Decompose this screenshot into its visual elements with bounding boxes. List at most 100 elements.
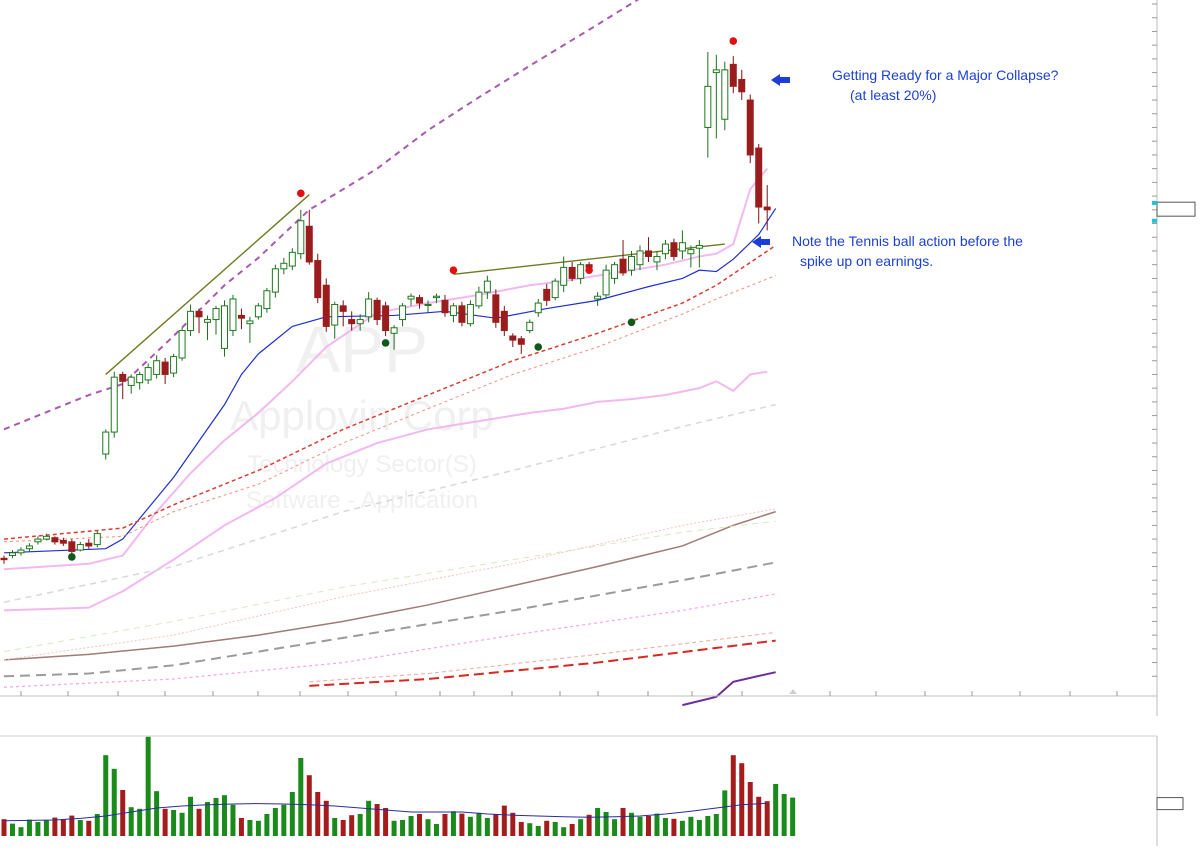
volume-bar <box>255 820 261 836</box>
ma-small-marker <box>1152 218 1157 223</box>
volume-bar <box>662 818 668 836</box>
candle-body <box>356 319 364 325</box>
candle-body <box>746 99 754 156</box>
ma-pink-dot-line <box>3 593 776 688</box>
candle-body <box>619 258 627 274</box>
volume-bar <box>128 807 134 836</box>
volume-bar <box>298 758 304 836</box>
candle-body <box>441 299 449 314</box>
volume-bar <box>756 796 762 836</box>
volume-bar <box>221 795 227 836</box>
red-dot-marker <box>297 189 305 198</box>
volume-bar <box>467 816 473 836</box>
candle-body <box>475 291 483 307</box>
candle-body <box>678 242 686 252</box>
candle-body <box>288 251 296 267</box>
volume-bar <box>552 822 558 836</box>
candle-body <box>373 299 381 321</box>
candle-body <box>560 266 568 286</box>
volume-bar <box>111 768 117 836</box>
candle-body <box>483 280 491 293</box>
ma-brown-line <box>3 510 776 661</box>
volume-bar <box>586 814 592 836</box>
candle-body <box>254 305 262 318</box>
candle-body <box>93 533 101 546</box>
candle-body <box>314 260 322 299</box>
trendline-1 <box>105 194 310 375</box>
volume-bar <box>773 784 779 836</box>
volume-bar <box>18 827 24 836</box>
volume-bar <box>35 822 41 836</box>
green-dot-marker <box>68 553 76 561</box>
arrow-tennis-icon <box>752 236 770 248</box>
volume-bar <box>790 797 796 836</box>
volume-bar <box>349 815 355 836</box>
volume-bar <box>43 820 49 836</box>
red-dot-marker <box>449 266 458 274</box>
candle-body <box>551 280 559 299</box>
volume-bar <box>620 808 626 836</box>
candle-body <box>102 431 110 455</box>
candle-body <box>297 220 305 255</box>
volume-bar <box>205 802 211 836</box>
volume-bar <box>86 820 92 836</box>
annotation-tennis-line2: spike up on earnings. <box>800 253 934 269</box>
volume-bar <box>400 820 406 836</box>
volume-bar <box>26 819 32 836</box>
volume-bar <box>323 800 329 836</box>
volume-bar <box>535 826 541 836</box>
volume-bar <box>230 804 236 836</box>
volume-bar <box>518 822 524 836</box>
candle-body <box>161 361 169 375</box>
volume-bar <box>145 736 151 836</box>
watermark-industry: Software - Application <box>246 487 478 514</box>
volume-bar <box>739 763 745 836</box>
candle-body <box>534 302 542 314</box>
candle-body <box>348 319 356 325</box>
candle-body <box>628 255 636 271</box>
volume-bar <box>493 814 499 836</box>
candle-body <box>322 284 330 327</box>
candle-body <box>25 545 33 550</box>
moving-averages <box>3 0 777 707</box>
candle-body <box>416 297 424 304</box>
volume-panel <box>0 735 1184 846</box>
volume-bar <box>332 818 338 836</box>
candle-body <box>187 310 195 332</box>
candle-body <box>424 303 432 306</box>
candle-body <box>687 249 695 255</box>
volume-bar <box>578 819 584 836</box>
volume-bar <box>1 819 7 836</box>
volume-bar <box>357 814 363 836</box>
candle-body <box>305 225 313 263</box>
candle-body <box>246 320 254 325</box>
candle-body <box>611 264 619 279</box>
volume-bar <box>272 808 278 836</box>
candle-body <box>8 552 16 557</box>
ma-red-long-line <box>309 639 776 687</box>
candle-body <box>280 262 288 270</box>
volume-bar <box>137 808 143 836</box>
volume-bar <box>569 824 575 836</box>
volume-bar <box>688 816 694 836</box>
watermark-symbol: APP <box>296 312 428 386</box>
volume-bar <box>374 804 380 836</box>
volume-ma-line <box>3 802 768 822</box>
candle-body <box>517 338 525 345</box>
candle-body <box>721 69 729 120</box>
candle-body <box>500 310 508 332</box>
candle-body <box>382 305 390 332</box>
upper-band-line <box>3 0 640 431</box>
candle-body <box>331 303 339 326</box>
watermark-sector: Technology Sector(S) <box>247 451 476 478</box>
candle-body <box>59 539 67 544</box>
candle-body <box>365 298 373 318</box>
candle-body <box>526 321 534 332</box>
candle-body <box>110 376 118 433</box>
ma-pink-mid-line <box>3 370 768 612</box>
volume-bar <box>722 790 728 836</box>
volume-bar <box>238 818 244 836</box>
candle-body <box>170 356 178 374</box>
volume-bar <box>450 811 456 836</box>
